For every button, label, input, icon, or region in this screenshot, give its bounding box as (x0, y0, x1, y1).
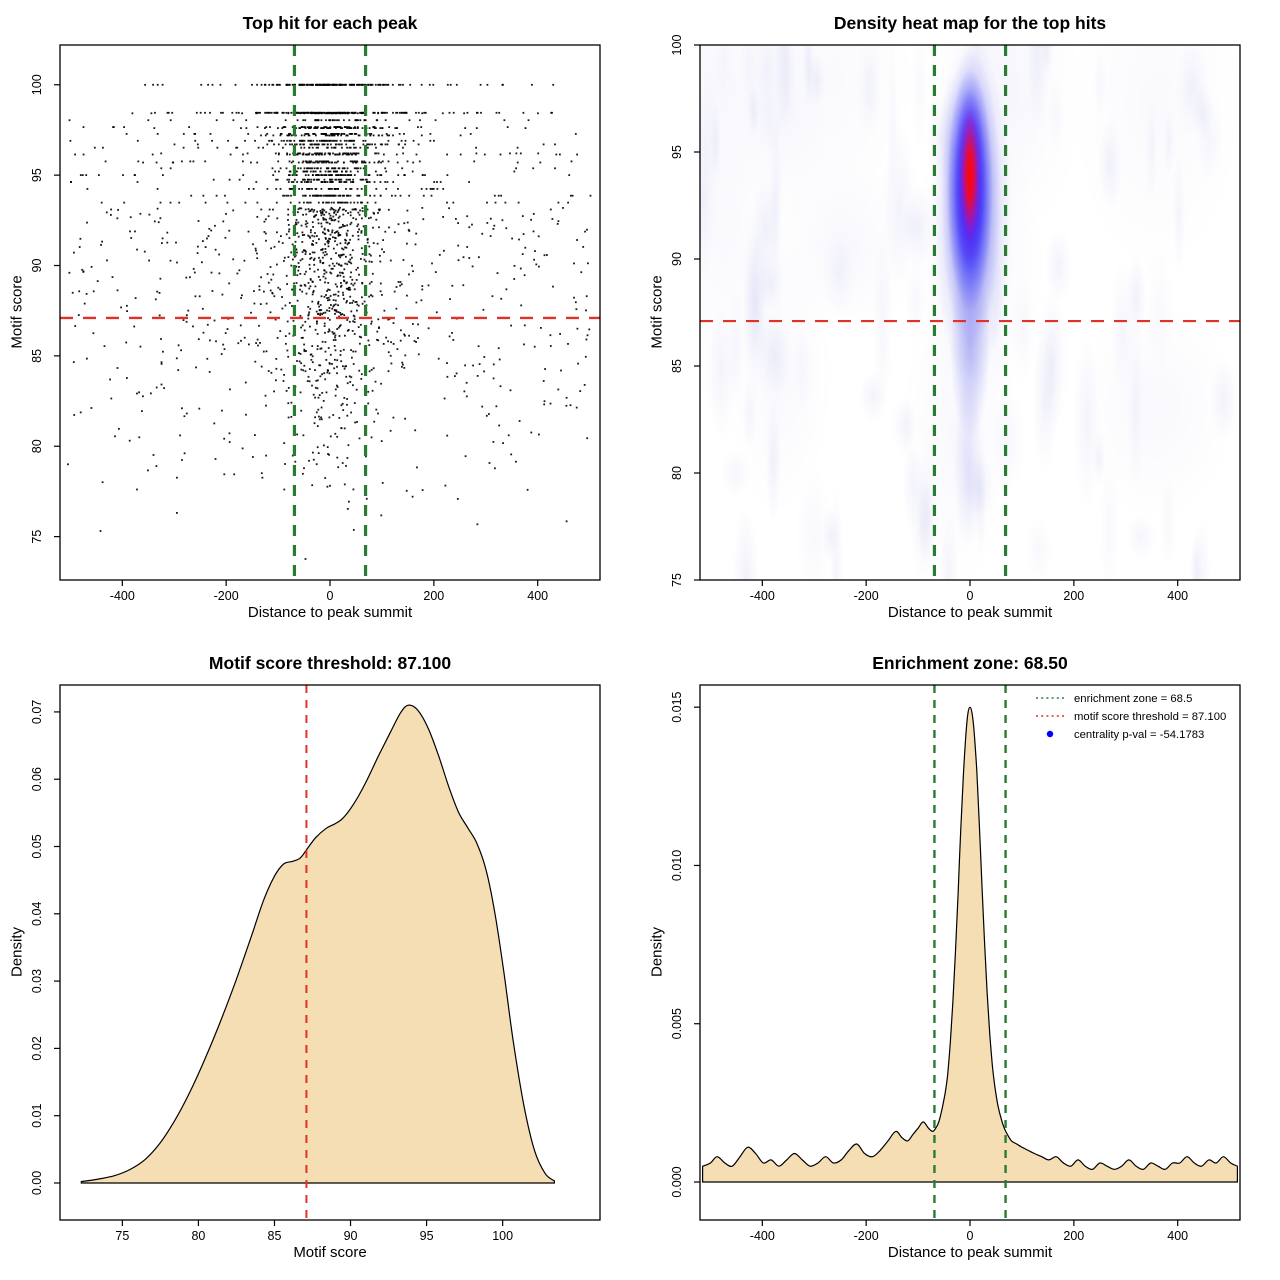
y-tick-label: 0.03 (30, 969, 44, 993)
y-tick-label: 0.005 (670, 1008, 684, 1039)
panel-top-hit-scatter: -400 -200 0 200 400 75 80 85 90 95 100 Top hit for… (0, 0, 640, 640)
x-axis-label: Distance to peak summit (887, 604, 1053, 621)
axes: -400 -200 0 200 400 75 80 85 90 95 100 (670, 35, 1241, 603)
y-tick-label: 100 (670, 35, 684, 56)
x-tick-label: 200 (1063, 1229, 1084, 1243)
y-tick-label: 100 (30, 74, 44, 95)
x-axis-label: Motif score (293, 1244, 367, 1261)
y-tick-label: 0.015 (670, 691, 684, 722)
plot-frame (59, 44, 601, 581)
x-axis-label: Distance to peak summit (887, 1244, 1053, 1261)
legend-item-label: centrality p-val = -54.1783 (1074, 729, 1204, 741)
x-tick-label: 90 (344, 1229, 358, 1243)
y-tick-label: 90 (30, 259, 44, 273)
plot-frame (59, 684, 601, 1221)
x-tick-label: 400 (1167, 1229, 1188, 1243)
axes: 75 80 85 90 95 100 0.00 0.01 0.02 0.03 0.04 0.05 0.0… (30, 684, 601, 1243)
y-tick-label: 0.06 (30, 767, 44, 791)
plot-frame (699, 44, 1241, 581)
legend: enrichment zone = 68.5 motif score thresh… (1036, 693, 1226, 741)
y-tick-label: 0.04 (30, 902, 44, 926)
y-tick-label: 90 (670, 252, 684, 266)
y-tick-label: 0.01 (30, 1103, 44, 1127)
x-tick-label: -400 (750, 1229, 775, 1243)
x-tick-label: -200 (214, 589, 239, 603)
x-axis-label: Distance to peak summit (247, 604, 413, 621)
axes: -400 -200 0 200 400 0.000 0.005 0.010 0.015 (670, 684, 1241, 1243)
x-tick-label: -400 (110, 589, 135, 603)
panel-motif-score-density: 75 80 85 90 95 100 0.00 0.01 0.02 0.03 0.04 0.05 0.0… (0, 640, 640, 1280)
y-tick-label: 95 (30, 168, 44, 182)
y-axis-label: Density (648, 926, 666, 978)
y-tick-label: 85 (670, 359, 684, 373)
plot-title: Enrichment zone: 68.50 (872, 653, 1068, 673)
x-tick-label: 0 (967, 589, 974, 603)
x-tick-label: 80 (191, 1229, 205, 1243)
heatmap-overlay: -400 -200 0 200 400 75 80 85 90 95 100 (670, 35, 1241, 603)
plot-title: Motif score threshold: 87.100 (208, 653, 452, 673)
panel-enrichment-zone-density: -400 -200 0 200 400 0.000 0.005 0.010 0.015 enric… (640, 640, 1280, 1280)
x-tick-label: 200 (1063, 589, 1084, 603)
y-tick-label: 75 (30, 530, 44, 544)
y-tick-label: 0.00 (30, 1171, 44, 1195)
scatter-points (67, 83, 592, 560)
x-tick-label: 95 (420, 1229, 434, 1243)
x-tick-label: 0 (967, 1229, 974, 1243)
y-tick-label: 95 (670, 145, 684, 159)
x-tick-label: -400 (750, 589, 775, 603)
x-tick-label: 400 (527, 589, 548, 603)
y-tick-label: 0.010 (670, 850, 684, 881)
x-tick-label: 100 (492, 1229, 513, 1243)
density-curve (702, 706, 1238, 1183)
x-tick-label: -200 (854, 1229, 879, 1243)
panel-density-heatmap: -400 -200 0 200 400 75 80 85 90 95 100 Density hea… (640, 0, 1280, 640)
legend-item-label: enrichment zone = 68.5 (1074, 693, 1192, 705)
axes: -400 -200 0 200 400 75 80 85 90 95 100 (30, 44, 601, 603)
y-axis-label: Density (8, 926, 26, 978)
score-density-plot: 75 80 85 90 95 100 0.00 0.01 0.02 0.03 0.04 0.05 0.0… (30, 684, 601, 1243)
y-tick-label: 0.02 (30, 1036, 44, 1060)
y-tick-label: 80 (670, 466, 684, 480)
legend-marker-2 (1046, 730, 1054, 738)
x-tick-label: 200 (423, 589, 444, 603)
plot-title: Density heat map for the top hits (833, 13, 1107, 33)
distance-density-plot: -400 -200 0 200 400 0.000 0.005 0.010 0.015 enric… (670, 684, 1241, 1243)
x-tick-label: -200 (854, 589, 879, 603)
y-tick-label: 80 (30, 439, 44, 453)
y-axis-label: Motif score (648, 275, 666, 349)
plot-title: Top hit for each peak (242, 13, 418, 33)
y-tick-label: 0.07 (30, 700, 44, 724)
y-tick-label: 75 (670, 573, 684, 587)
x-tick-label: 85 (268, 1229, 282, 1243)
y-axis-label: Motif score (8, 275, 26, 349)
density-curve (80, 704, 555, 1184)
y-tick-label: 0.000 (670, 1166, 684, 1197)
y-tick-label: 0.05 (30, 834, 44, 858)
scatter-plot: -400 -200 0 200 400 75 80 85 90 95 100 (30, 44, 601, 603)
legend-item-label: motif score threshold = 87.100 (1074, 711, 1226, 723)
x-tick-label: 75 (115, 1229, 129, 1243)
x-tick-label: 0 (327, 589, 334, 603)
x-tick-label: 400 (1167, 589, 1188, 603)
y-tick-label: 85 (30, 349, 44, 363)
